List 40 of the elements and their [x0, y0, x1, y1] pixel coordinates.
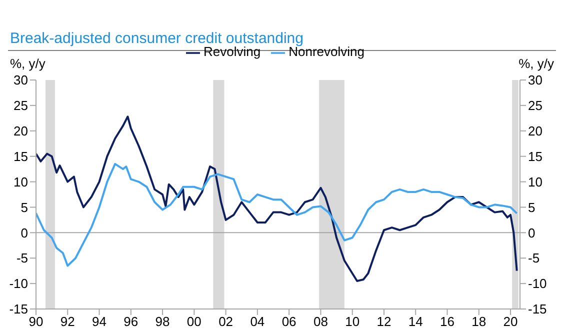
y-tick-label: -10	[9, 276, 28, 292]
x-tick-label: 04	[250, 314, 265, 330]
y-tick-label: 30	[14, 72, 28, 88]
y2-tick-label: 25	[528, 98, 542, 114]
x-tick-label: 16	[440, 314, 454, 330]
y2-axis-title: %, y/y	[518, 56, 554, 71]
legend-label: Revolving	[204, 44, 261, 59]
y-tick-label: 15	[14, 148, 28, 164]
y-tick-label: 0	[20, 225, 28, 240]
y2-tick-label: 5	[528, 200, 536, 215]
y2-tick-label: -5	[528, 250, 540, 266]
x-tick-label: 94	[92, 314, 106, 330]
x-tick-label: 18	[472, 314, 486, 330]
x-tick-label: 08	[313, 314, 328, 330]
y2-tick-label: 10	[528, 174, 542, 190]
x-tick-label: 02	[218, 314, 234, 330]
x-tick-label: 06	[282, 314, 296, 330]
x-tick-label: 00	[186, 314, 202, 330]
y-tick-label: 10	[14, 174, 28, 190]
x-tick-label: 90	[28, 314, 44, 330]
x-tick-label: 20	[503, 314, 518, 330]
y-tick-label: 5	[20, 200, 28, 215]
y2-tick-label: 15	[528, 148, 542, 164]
y-axis-title: %, y/y	[10, 56, 46, 71]
y2-tick-label: 0	[528, 225, 536, 240]
chart-title: Break-adjusted consumer credit outstanding	[10, 30, 304, 47]
y-tick-label: -15	[9, 302, 28, 317]
x-tick-label: 92	[60, 314, 75, 330]
x-tick-label: 10	[345, 314, 360, 330]
x-tick-label: 98	[155, 314, 170, 330]
y2-tick-label: -10	[528, 276, 547, 292]
x-tick-label: 14	[408, 314, 423, 330]
y-tick-label: 20	[14, 124, 28, 139]
y2-tick-label: 30	[528, 72, 542, 88]
y2-tick-label: -15	[528, 302, 547, 317]
y-tick-label: -5	[16, 250, 28, 266]
x-tick-label: 12	[376, 314, 392, 330]
x-tick-label: 96	[124, 314, 138, 330]
y2-tick-label: 20	[528, 124, 542, 139]
y-tick-label: 25	[14, 98, 28, 114]
